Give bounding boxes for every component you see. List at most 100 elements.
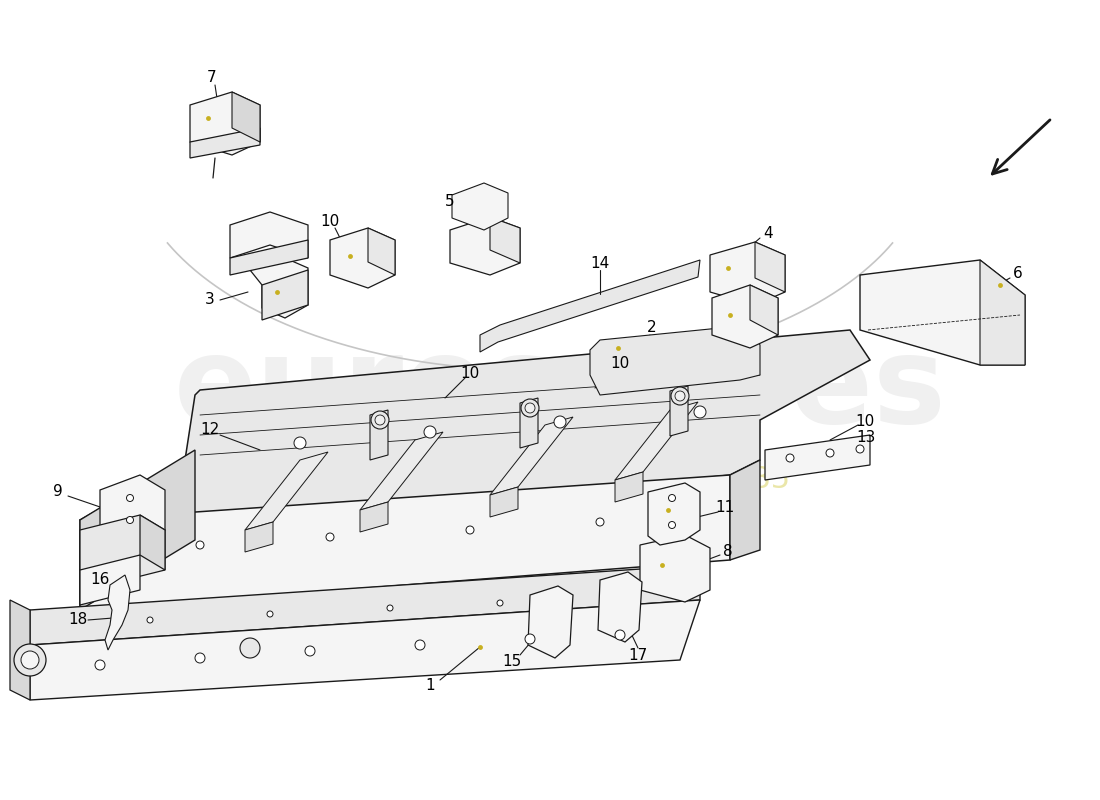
Circle shape: [675, 391, 685, 401]
Circle shape: [305, 646, 315, 656]
Circle shape: [415, 640, 425, 650]
Polygon shape: [452, 183, 508, 230]
Circle shape: [554, 416, 566, 428]
Text: 12: 12: [200, 422, 220, 438]
Polygon shape: [80, 330, 870, 540]
Polygon shape: [615, 472, 644, 502]
Text: 2: 2: [647, 321, 657, 335]
Circle shape: [525, 634, 535, 644]
Text: a passion for parts since 1985: a passion for parts since 1985: [329, 466, 791, 494]
Polygon shape: [368, 228, 395, 275]
Circle shape: [669, 522, 675, 529]
Circle shape: [669, 494, 675, 502]
Circle shape: [147, 617, 153, 623]
Polygon shape: [860, 260, 1025, 365]
Polygon shape: [30, 565, 700, 645]
Text: 15: 15: [503, 654, 521, 670]
Polygon shape: [360, 502, 388, 532]
Circle shape: [856, 445, 864, 453]
Polygon shape: [590, 325, 760, 395]
Circle shape: [521, 399, 539, 417]
Circle shape: [95, 660, 104, 670]
Circle shape: [294, 437, 306, 449]
Circle shape: [786, 454, 794, 462]
Circle shape: [195, 653, 205, 663]
Polygon shape: [520, 398, 538, 448]
Text: 13: 13: [856, 430, 876, 445]
Circle shape: [466, 526, 474, 534]
Circle shape: [596, 518, 604, 526]
Polygon shape: [730, 460, 760, 560]
Polygon shape: [80, 475, 730, 610]
Polygon shape: [450, 217, 520, 275]
Polygon shape: [712, 285, 778, 348]
Text: 11: 11: [715, 501, 735, 515]
Circle shape: [615, 630, 625, 640]
Text: 8: 8: [723, 543, 733, 558]
Text: 14: 14: [591, 255, 609, 270]
Polygon shape: [980, 260, 1025, 365]
Circle shape: [14, 644, 46, 676]
Text: 6: 6: [1013, 266, 1023, 282]
Polygon shape: [262, 270, 308, 320]
Circle shape: [326, 533, 334, 541]
Polygon shape: [490, 217, 520, 263]
Polygon shape: [490, 487, 518, 517]
Polygon shape: [100, 475, 165, 545]
Polygon shape: [250, 258, 308, 318]
Text: 10: 10: [461, 366, 480, 382]
Polygon shape: [648, 483, 700, 545]
Polygon shape: [528, 586, 573, 658]
Polygon shape: [764, 435, 870, 480]
Circle shape: [375, 415, 385, 425]
Circle shape: [694, 406, 706, 418]
Circle shape: [497, 600, 503, 606]
Text: 1: 1: [426, 678, 434, 694]
Polygon shape: [190, 128, 260, 158]
Circle shape: [387, 605, 393, 611]
Text: 9: 9: [53, 485, 63, 499]
Polygon shape: [230, 240, 308, 275]
Circle shape: [240, 638, 260, 658]
Polygon shape: [480, 260, 700, 352]
Polygon shape: [104, 575, 130, 650]
Polygon shape: [10, 600, 30, 700]
Text: 17: 17: [628, 647, 648, 662]
Polygon shape: [670, 386, 688, 436]
Polygon shape: [755, 242, 785, 292]
Polygon shape: [80, 555, 140, 605]
Text: 5: 5: [446, 194, 454, 210]
Circle shape: [371, 411, 389, 429]
Polygon shape: [80, 450, 195, 610]
Polygon shape: [360, 432, 443, 510]
Text: 4: 4: [763, 226, 773, 242]
Text: eurospares: eurospares: [174, 331, 946, 449]
Polygon shape: [230, 212, 308, 258]
Text: 7: 7: [207, 70, 217, 86]
Circle shape: [21, 651, 38, 669]
Polygon shape: [615, 402, 698, 480]
Text: 10: 10: [320, 214, 340, 230]
Text: 16: 16: [90, 573, 110, 587]
Circle shape: [126, 517, 133, 523]
Circle shape: [424, 426, 436, 438]
Polygon shape: [190, 92, 260, 155]
Polygon shape: [640, 535, 710, 602]
Circle shape: [826, 449, 834, 457]
Polygon shape: [80, 515, 165, 585]
Circle shape: [267, 611, 273, 617]
Text: 10: 10: [610, 357, 629, 371]
Circle shape: [126, 494, 133, 502]
Polygon shape: [245, 452, 328, 530]
Polygon shape: [30, 600, 700, 700]
Polygon shape: [370, 410, 388, 460]
Circle shape: [525, 403, 535, 413]
Polygon shape: [710, 242, 785, 305]
Circle shape: [671, 387, 689, 405]
Text: 10: 10: [856, 414, 875, 429]
Polygon shape: [245, 522, 273, 552]
Polygon shape: [598, 572, 642, 642]
Circle shape: [196, 541, 204, 549]
Polygon shape: [140, 515, 165, 570]
Polygon shape: [490, 417, 573, 495]
